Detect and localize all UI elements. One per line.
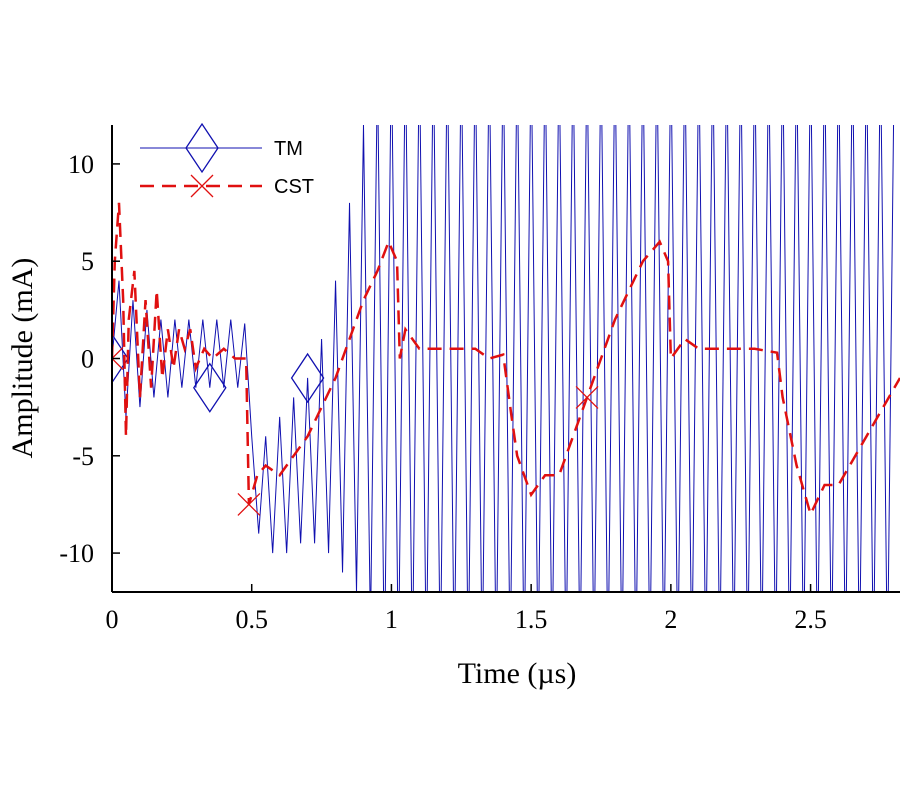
x-tick-label: 2.5 (794, 605, 827, 634)
marker (112, 347, 124, 370)
y-tick-label: 5 (81, 247, 94, 276)
x-tick-label: 1.5 (515, 605, 548, 634)
marker (290, 352, 325, 404)
marker (781, 23, 813, 71)
data-line (112, 125, 895, 592)
marker (237, 492, 261, 516)
marker (575, 385, 599, 409)
y-tick-label: -5 (72, 442, 94, 471)
y-tick-label: 10 (68, 150, 94, 179)
x-tick-label: 0.5 (235, 605, 268, 634)
data-line (112, 202, 900, 518)
x-tick-label: 0 (106, 605, 119, 634)
marker (683, 23, 715, 71)
plot-area (112, 23, 900, 592)
marker (878, 23, 900, 71)
marker (112, 333, 129, 384)
y-axis-label: Amplitude (mA) (6, 258, 39, 459)
x-tick-label: 1 (385, 605, 398, 634)
marker (389, 23, 421, 71)
marker (487, 23, 519, 71)
y-tick-label: 0 (81, 345, 94, 374)
marker (185, 122, 219, 174)
legend-label: TM (274, 138, 303, 160)
marker (585, 23, 617, 71)
y-tick-label: -10 (59, 539, 94, 568)
legend-label: CST (274, 176, 314, 198)
x-axis-label: Time (µs) (458, 657, 577, 690)
marker (190, 174, 214, 198)
marker (193, 362, 227, 413)
x-tick-label: 2 (664, 605, 677, 634)
legend: TM CST (140, 122, 314, 198)
